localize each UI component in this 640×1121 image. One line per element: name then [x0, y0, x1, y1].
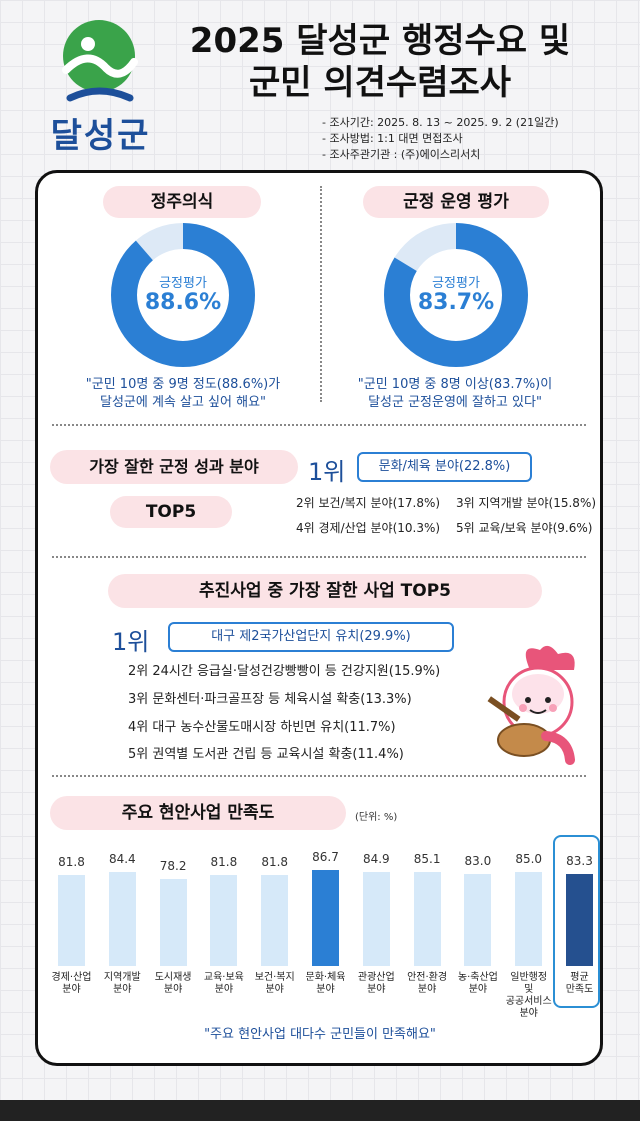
settlement-donut: [111, 223, 255, 367]
best-field-rank1-box: 문화/체육 분야(22.8%): [357, 452, 532, 482]
best-field-rank1-label: 1위: [308, 458, 346, 486]
bar-value-3: 78.2: [159, 859, 187, 874]
administration-title: 군정 운영 평가: [363, 186, 549, 218]
best-project-rank1-box: 대구 제2국가산업단지 유치(29.9%): [168, 622, 454, 652]
best-project-rank4: 4위 대구 농수산물도매시장 하빈면 유치(11.7%): [128, 720, 396, 735]
page-title: 2025 달성군 행정수요 및 군민 의견수렴조사: [189, 21, 571, 103]
bar-value-2: 84.4: [108, 852, 136, 867]
best-field-rank5: 5위 교육/보육 분야(9.6%): [456, 521, 593, 535]
average-highlight-frame: [553, 835, 600, 1008]
best-project-title: 추진사업 중 가장 잘한 사업 TOP5: [108, 574, 542, 608]
best-project-rank2: 2위 24시간 응급실·달성건강빵빵이 등 건강지원(15.9%): [128, 664, 441, 679]
satisfaction-title: 주요 현안사업 만족도: [50, 796, 346, 830]
divider-3: [52, 775, 586, 777]
divider-2: [52, 556, 586, 558]
meta-method: - 조사방법: 1:1 대면 면접조사: [322, 132, 463, 145]
settlement-title: 정주의식: [103, 186, 261, 218]
logo-text: 달성군: [50, 116, 151, 156]
settlement-donut-arc: [111, 223, 255, 367]
bar-value-1: 81.8: [58, 855, 85, 870]
bar-label-2: 지역개발 분야: [103, 972, 141, 995]
bar-label-8: 안전·환경 분야: [407, 972, 448, 995]
survey-meta: - 조사기간: 2025. 8. 13 ~ 2025. 9. 2 (21일간) …: [322, 115, 559, 163]
meta-period: - 조사기간: 2025. 8. 13 ~ 2025. 9. 2 (21일간): [322, 116, 559, 129]
bar-2: [108, 872, 136, 966]
bar-8: [413, 871, 441, 966]
bar-value-7: 84.9: [362, 851, 390, 866]
bar-value-9: 83.0: [464, 853, 492, 868]
bar-7: [362, 871, 390, 966]
bar-5: [261, 875, 289, 966]
bar-label-6: 문화·체육 분야: [305, 972, 346, 995]
bar-value-6: 86.7: [312, 849, 339, 864]
divider-1: [52, 424, 586, 426]
bar-label-4: 교육·보육 분야: [203, 972, 244, 995]
bar-label-1: 경제·산업 분야: [51, 972, 92, 995]
best-field-title: 가장 잘한 군정 성과 분야: [50, 450, 298, 484]
bar-label-10: 일반행정 및 공공서비스 분야: [505, 972, 552, 1019]
administration-quote: "군민 10명 중 8명 이상(83.7%)이 달성군 군정운영에 잘하고 있다…: [357, 377, 553, 410]
meta-agency: - 조사주관기관 : (주)에이스리서치: [322, 148, 481, 161]
administration-center-label: 긍정평가: [432, 276, 480, 291]
bar-3: [159, 879, 187, 966]
bar-value-5: 81.8: [261, 855, 289, 870]
bar-label-5: 보건·복지 분야: [254, 972, 295, 995]
bar-4: [210, 875, 238, 966]
best-field-subtitle: TOP5: [110, 496, 232, 528]
bar-9: [464, 873, 492, 966]
bar-value-10: 85.0: [515, 851, 543, 866]
satisfaction-quote: "주요 현안사업 대다수 군민들이 만족해요": [204, 1027, 436, 1042]
chart-unit: (단위: %): [355, 812, 398, 823]
bar-10: [515, 871, 543, 966]
settlement-quote: "군민 10명 중 9명 정도(88.6%)가 달성군에 계속 살고 싶어 해요…: [85, 377, 281, 410]
bar-1: [58, 875, 85, 966]
dalseong-logo: [62, 20, 138, 102]
best-project-rank5: 5위 권역별 도서관 건립 등 교육시설 확충(11.4%): [128, 747, 404, 762]
bar-11: [566, 873, 593, 966]
settlement-center-label: 긍정평가: [159, 276, 207, 291]
bar-label-3: 도시재생 분야: [154, 972, 192, 995]
administration-value: 83.7%: [417, 290, 495, 315]
bar-6: [312, 869, 339, 966]
bar-label-9: 농·축산업 분야: [457, 972, 498, 995]
divider-vertical: [320, 186, 322, 402]
settlement-value: 88.6%: [144, 290, 222, 315]
best-project-rank3: 3위 문화센터·파크골프장 등 체육시설 확충(13.3%): [128, 692, 412, 707]
bar-value-4: 81.8: [210, 855, 238, 870]
bar-label-7: 관광산업 분야: [357, 972, 395, 995]
best-project-rank1-label: 1위: [112, 628, 150, 656]
administration-donut: [384, 223, 528, 367]
bar-value-11: 83.3: [566, 853, 593, 868]
mascot-illustration: [487, 645, 575, 765]
administration-donut-arc: [384, 223, 528, 367]
best-field-rank3: 3위 지역개발 분야(15.8%): [456, 496, 597, 510]
bar-label-11: 평균 만족도: [565, 972, 594, 995]
bar-value-8: 85.1: [413, 851, 441, 866]
bottom-bar: [0, 1100, 640, 1121]
best-field-rank2: 2위 보건/복지 분야(17.8%): [296, 496, 441, 510]
best-field-rank4: 4위 경제/산업 분야(10.3%): [296, 521, 441, 535]
